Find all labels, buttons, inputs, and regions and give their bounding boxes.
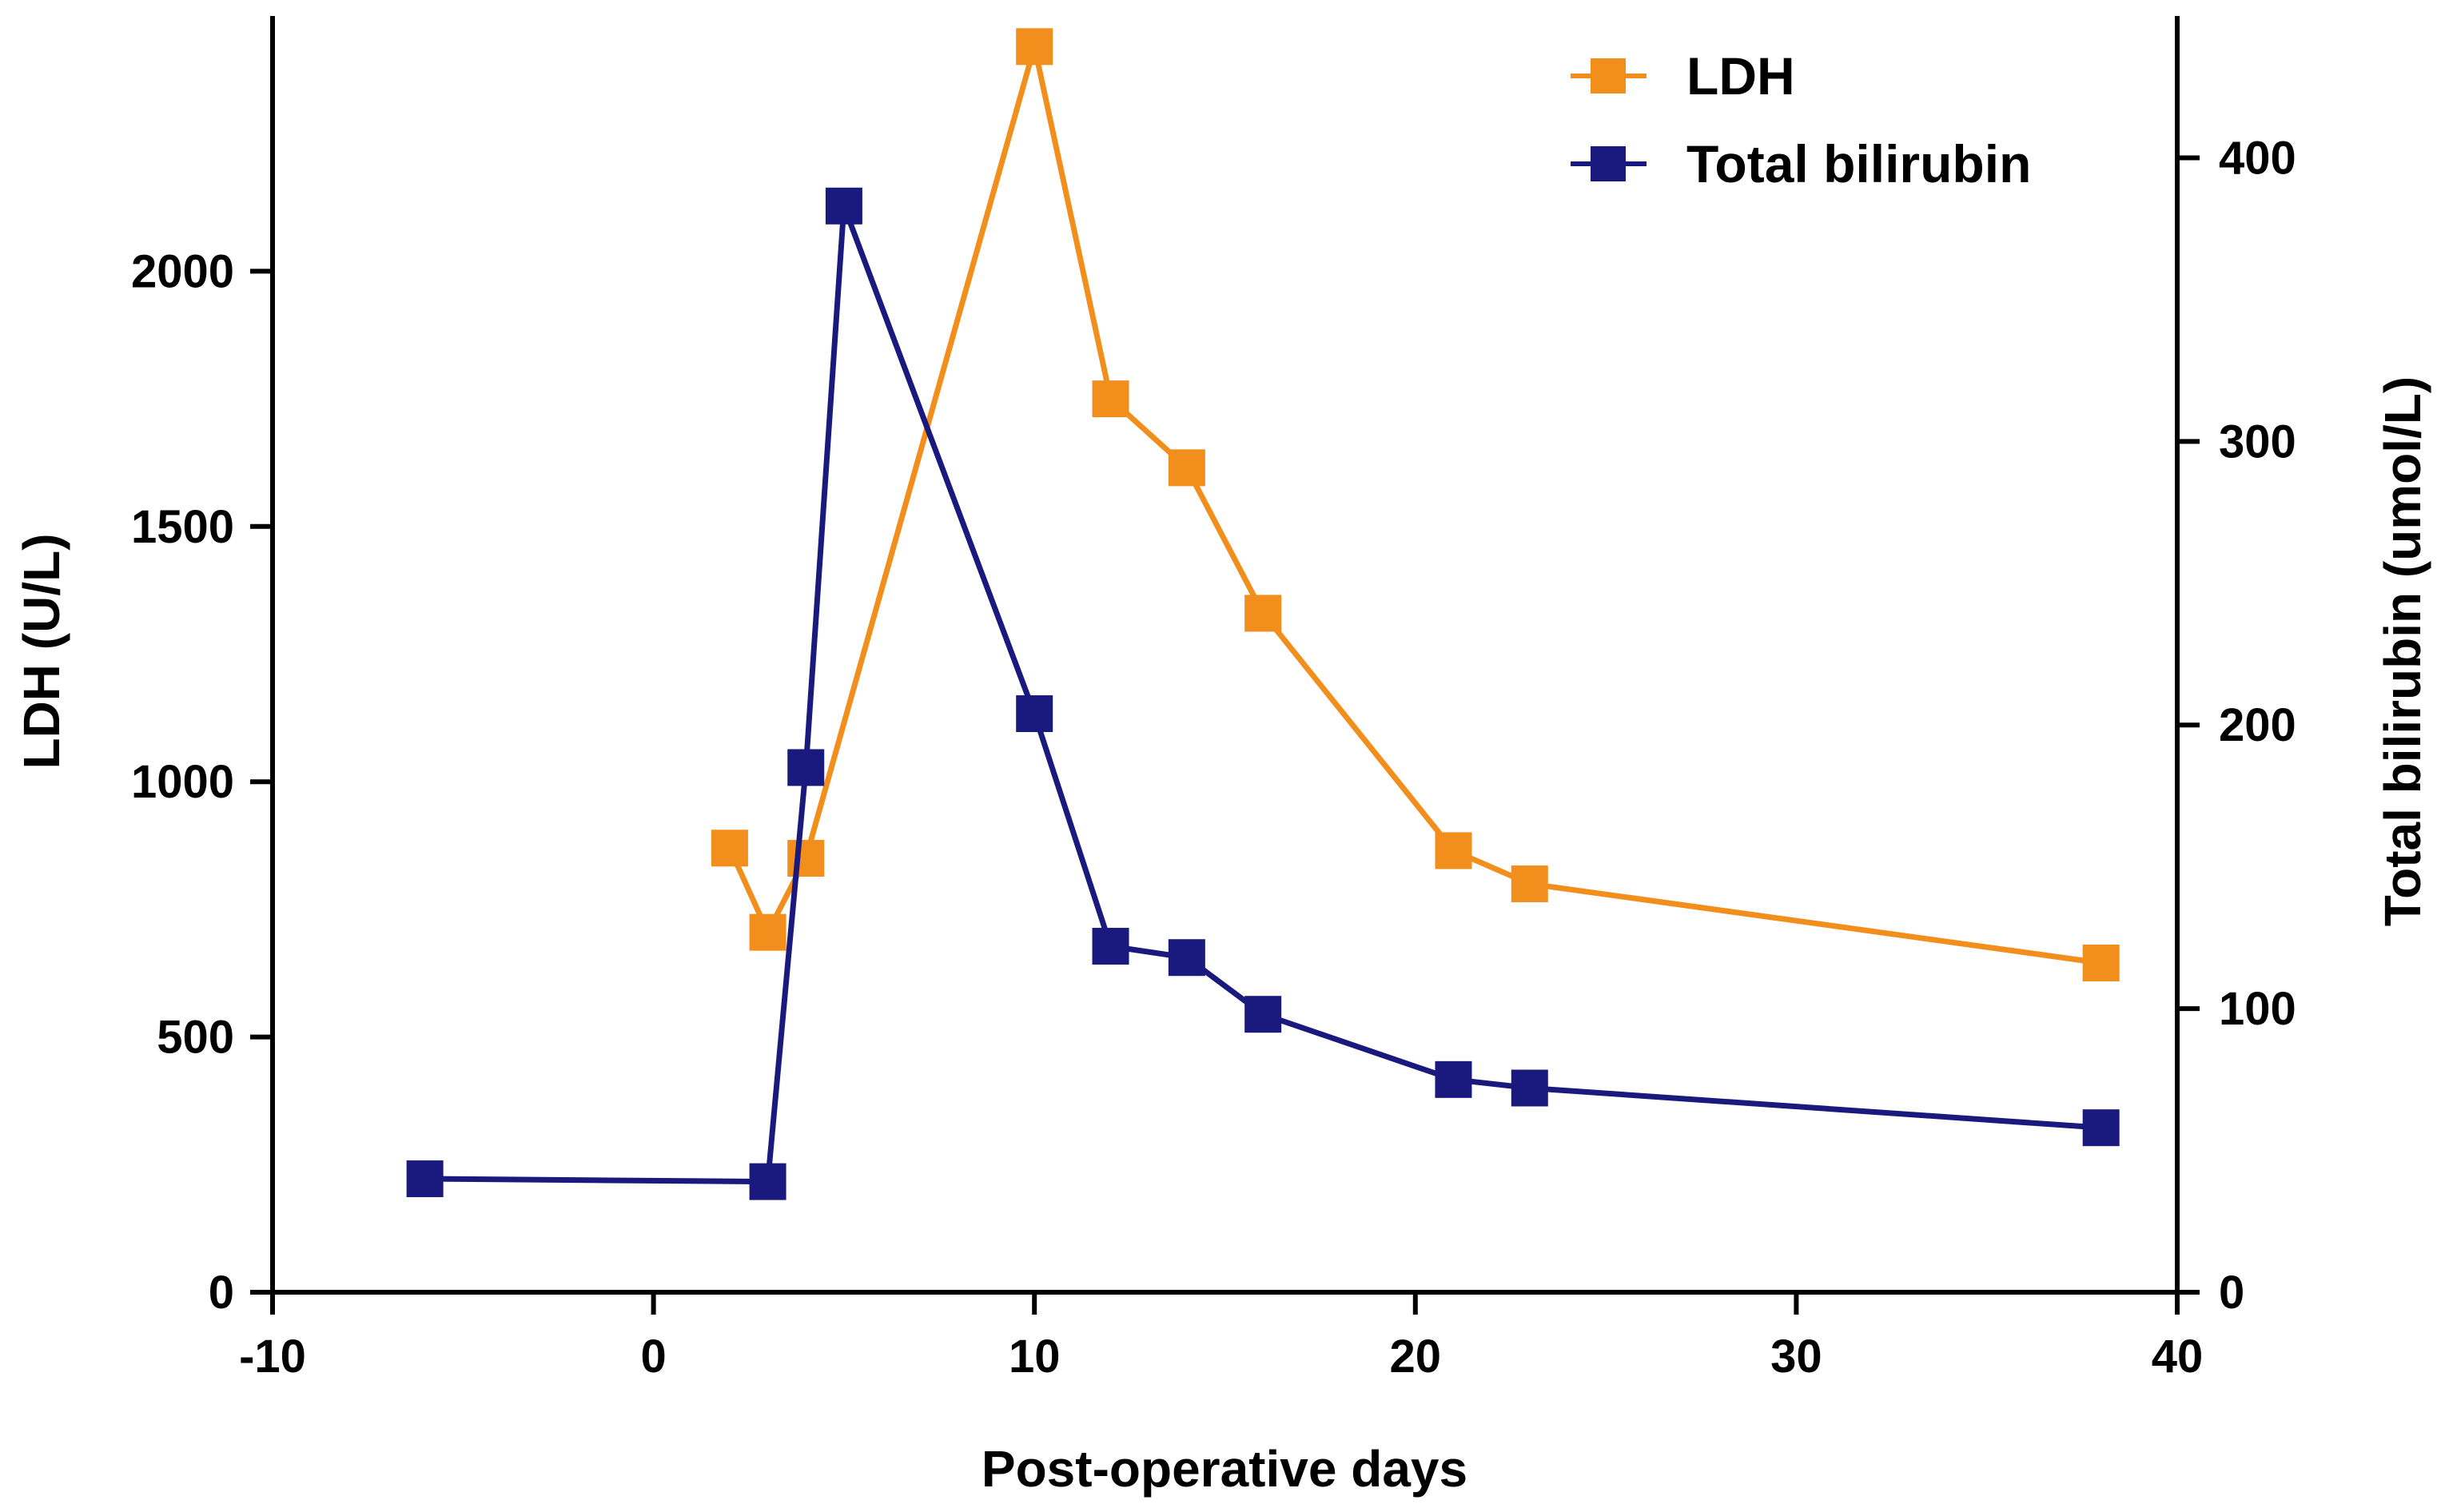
- data-point-total-bilirubin: [749, 1163, 786, 1200]
- x-tick-label: 40: [2152, 1331, 2204, 1383]
- legend-ldh-marker: [1591, 58, 1626, 94]
- data-point-total-bilirubin: [1435, 1060, 1472, 1098]
- left-y-axis-title: LDH (U/L): [13, 533, 70, 769]
- data-point-total-bilirubin: [1092, 928, 1129, 965]
- right-y-tick-label: 0: [2219, 1267, 2244, 1319]
- right-y-ticks: 0 100 200 300 400: [2177, 132, 2296, 1319]
- data-point-ldh: [1511, 865, 1548, 902]
- data-point-ldh: [2082, 944, 2120, 981]
- data-point-ldh: [1016, 28, 1053, 66]
- legend: LDH Total bilirubin: [1571, 46, 2031, 193]
- right-y-tick-label: 200: [2219, 699, 2296, 751]
- data-point-total-bilirubin: [1168, 939, 1205, 977]
- data-point-total-bilirubin: [825, 187, 862, 225]
- x-axis-title: Post-operative days: [982, 1440, 1467, 1498]
- data-point-ldh: [1168, 449, 1205, 487]
- left-y-tick-label: 1000: [131, 756, 234, 808]
- series-line-ldh: [727, 43, 2102, 966]
- data-point-ldh: [711, 830, 748, 867]
- left-y-tick-label: 0: [209, 1267, 234, 1319]
- right-y-tick-label: 300: [2219, 416, 2296, 468]
- data-point-total-bilirubin: [787, 749, 825, 786]
- x-tick-label: -10: [239, 1331, 306, 1383]
- data-point-ldh: [1244, 595, 1282, 632]
- data-point-ldh: [1435, 832, 1472, 869]
- data-point-total-bilirubin: [1244, 996, 1282, 1033]
- data-point-total-bilirubin: [406, 1160, 444, 1198]
- right-y-tick-label: 100: [2219, 983, 2296, 1035]
- data-point-total-bilirubin: [2082, 1109, 2120, 1147]
- x-tick-label: 0: [640, 1331, 666, 1383]
- data-point-total-bilirubin: [1016, 695, 1053, 733]
- right-y-axis-title: Total bilirubin (umol/L): [2374, 376, 2431, 926]
- legend-item-ldh: LDH: [1571, 46, 1795, 105]
- left-y-tick-label: 1500: [131, 501, 234, 553]
- legend-item-total-bilirubin: Total bilirubin: [1571, 134, 2031, 193]
- data-point-ldh: [1092, 380, 1129, 418]
- legend-bilirubin-label: Total bilirubin: [1686, 134, 2031, 193]
- data-point-ldh: [787, 840, 825, 877]
- left-y-tick-label: 500: [157, 1012, 234, 1064]
- data-point-total-bilirubin: [1511, 1069, 1548, 1107]
- left-y-tick-label: 2000: [131, 245, 234, 297]
- legend-ldh-label: LDH: [1686, 46, 1795, 105]
- axes: [270, 16, 2180, 1295]
- x-ticks: -10 0 10 20 30 40: [239, 1292, 2203, 1383]
- x-tick-label: 10: [1009, 1331, 1061, 1383]
- x-tick-label: 20: [1390, 1331, 1442, 1383]
- legend-bilirubin-marker: [1591, 146, 1626, 181]
- left-y-ticks: 0 500 1000 1500 2000: [131, 245, 273, 1319]
- series-line-total-bilirubin: [424, 203, 2101, 1185]
- data-point-ldh: [749, 913, 786, 951]
- series-layer: [406, 28, 2120, 1200]
- x-tick-label: 30: [1770, 1331, 1822, 1383]
- right-y-tick-label: 400: [2219, 132, 2296, 184]
